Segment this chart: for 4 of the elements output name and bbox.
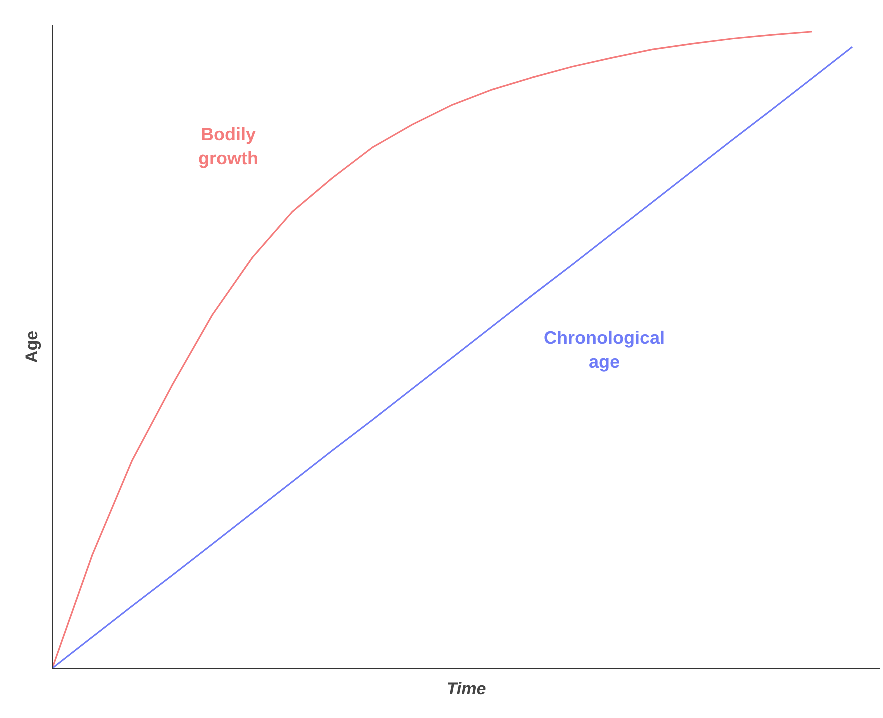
text: Bodily growth — [198, 124, 259, 168]
y-axis-title: Age — [22, 330, 42, 364]
x-axis-title: Time — [446, 680, 486, 698]
series-label: Chronological age — [544, 328, 665, 372]
